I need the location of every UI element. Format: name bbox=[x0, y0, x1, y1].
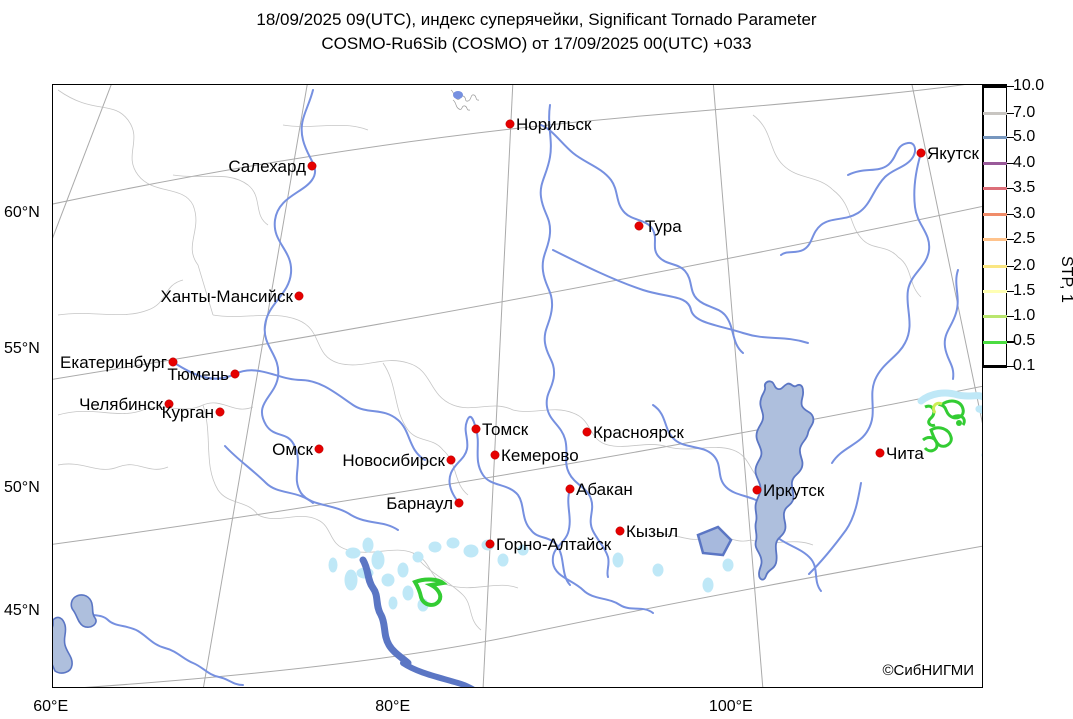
svg-text:Тюмень: Тюмень bbox=[167, 365, 229, 384]
svg-text:Норильск: Норильск bbox=[516, 115, 592, 134]
svg-text:Красноярск: Красноярск bbox=[593, 423, 684, 442]
svg-text:Кызыл: Кызыл bbox=[626, 522, 678, 541]
svg-text:Екатеринбург: Екатеринбург bbox=[60, 353, 167, 372]
svg-text:Омск: Омск bbox=[272, 440, 313, 459]
svg-text:Челябинск: Челябинск bbox=[79, 395, 163, 414]
svg-text:Горно-Алтайск: Горно-Алтайск bbox=[496, 535, 612, 554]
svg-text:Абакан: Абакан bbox=[576, 480, 633, 499]
svg-text:Чита: Чита bbox=[886, 444, 924, 463]
svg-text:Якутск: Якутск bbox=[927, 144, 980, 163]
svg-text:Курган: Курган bbox=[162, 403, 214, 422]
svg-text:Кемерово: Кемерово bbox=[501, 446, 579, 465]
svg-text:Иркутск: Иркутск bbox=[763, 481, 825, 500]
svg-text:Новосибирск: Новосибирск bbox=[342, 451, 445, 470]
svg-text:Ханты-Мансийск: Ханты-Мансийск bbox=[161, 287, 294, 306]
svg-text:Салехард: Салехард bbox=[228, 157, 306, 176]
svg-text:Барнаул: Барнаул bbox=[386, 494, 453, 513]
svg-text:Томск: Томск bbox=[482, 420, 529, 439]
svg-text:Тура: Тура bbox=[645, 217, 682, 236]
